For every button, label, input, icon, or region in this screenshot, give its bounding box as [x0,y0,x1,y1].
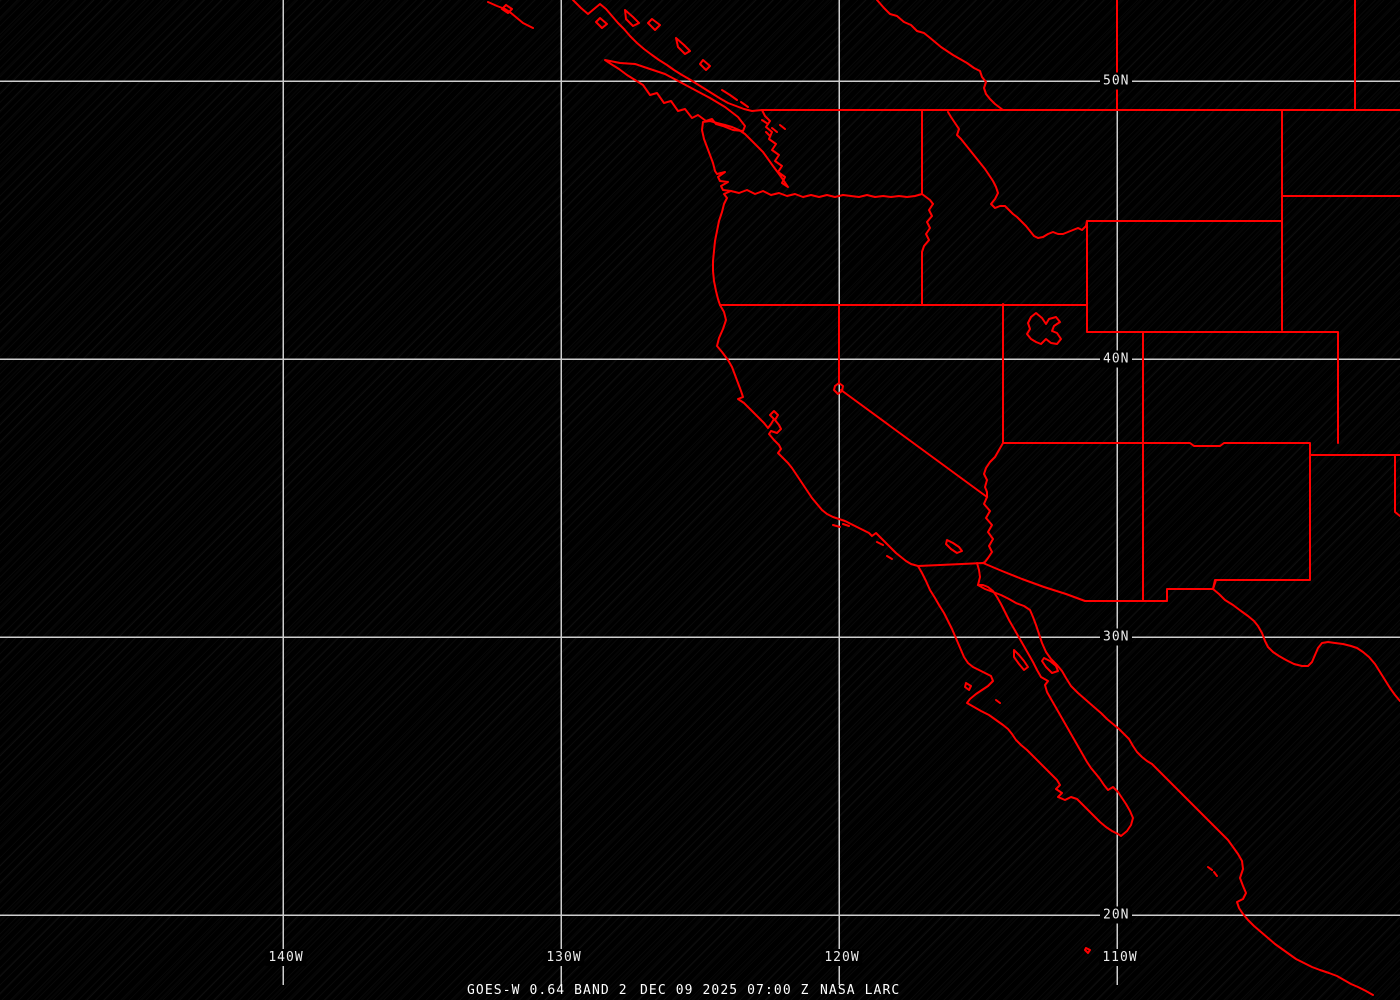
us-west-coast [701,109,919,567]
lon-label-130w: 130W [543,949,585,966]
rio-grande [1212,579,1400,702]
bc-mainland-coast [572,0,763,112]
bc-alberta-border [876,0,1004,111]
lat-label-50n: 50N [1100,72,1133,90]
lon-label-140w: 140W [265,949,307,966]
us-canada-border-and-state-lines [719,0,1400,602]
or-id-border-snake-river [921,203,934,306]
caption-source: NASA LARC [820,983,901,998]
great-salt-lake [1026,312,1062,345]
lat-label-40n: 40N [1100,350,1133,368]
wa-or-border-columbia-river [730,189,934,205]
strait-islands [721,89,786,137]
vancouver-island [604,59,746,132]
us-mexico-border-west [917,562,1214,602]
lon-label-110w: 110W [1099,949,1141,966]
sonora-sinaloa-coast [977,584,1374,996]
lake-tahoe [833,382,844,395]
caption-datetime: DEC 09 2025 07:00 Z [640,983,810,998]
lat-label-30n: 30N [1100,628,1133,646]
id-mt-border [947,111,1088,239]
lon-label-120w: 120W [821,949,863,966]
haida-gwaii-islands [487,1,534,29]
lat-label-20n: 20N [1100,906,1133,924]
caption-product: GOES-W 0.64 BAND 2 [467,983,628,998]
colorado-river-border [976,442,1004,586]
bc-fjord-islets [595,9,711,71]
gulf-islands [1013,649,1059,674]
small-islands [832,523,1218,954]
baja-california-peninsula [917,565,1134,837]
salton-sea [945,539,963,554]
ca-nv-diagonal-border [840,389,988,498]
